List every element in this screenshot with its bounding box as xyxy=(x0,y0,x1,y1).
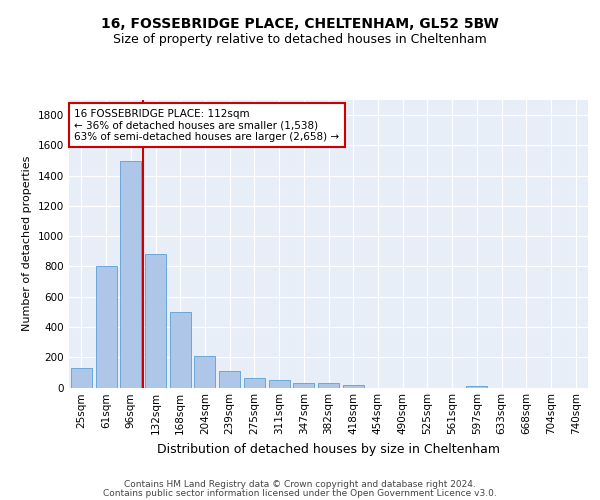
Bar xyxy=(318,384,339,388)
Bar xyxy=(219,372,240,388)
Bar xyxy=(170,312,191,388)
Bar xyxy=(95,266,116,388)
Bar xyxy=(343,385,364,388)
Bar xyxy=(145,254,166,388)
Text: Contains HM Land Registry data © Crown copyright and database right 2024.: Contains HM Land Registry data © Crown c… xyxy=(124,480,476,489)
X-axis label: Distribution of detached houses by size in Cheltenham: Distribution of detached houses by size … xyxy=(157,443,500,456)
Text: Contains public sector information licensed under the Open Government Licence v3: Contains public sector information licen… xyxy=(103,488,497,498)
Bar xyxy=(194,356,215,388)
Text: Size of property relative to detached houses in Cheltenham: Size of property relative to detached ho… xyxy=(113,32,487,46)
Bar xyxy=(466,386,487,388)
Text: 16 FOSSEBRIDGE PLACE: 112sqm
← 36% of detached houses are smaller (1,538)
63% of: 16 FOSSEBRIDGE PLACE: 112sqm ← 36% of de… xyxy=(74,108,340,142)
Bar xyxy=(293,382,314,388)
Bar xyxy=(269,380,290,388)
Text: 16, FOSSEBRIDGE PLACE, CHELTENHAM, GL52 5BW: 16, FOSSEBRIDGE PLACE, CHELTENHAM, GL52 … xyxy=(101,18,499,32)
Bar xyxy=(71,368,92,388)
Bar xyxy=(120,160,141,388)
Bar xyxy=(244,378,265,388)
Y-axis label: Number of detached properties: Number of detached properties xyxy=(22,156,32,332)
